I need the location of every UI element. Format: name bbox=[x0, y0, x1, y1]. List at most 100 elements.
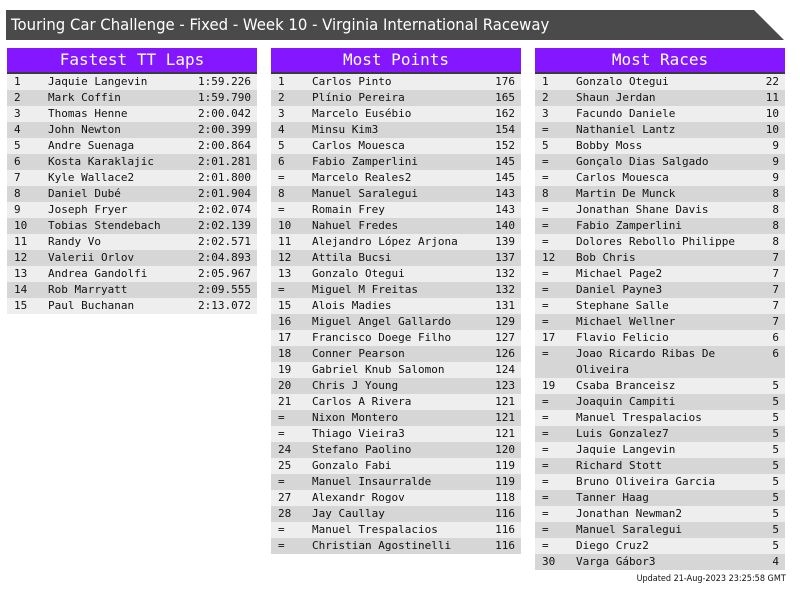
page-title: Touring Car Challenge - Fixed - Week 10 … bbox=[11, 15, 550, 34]
value-cell: 127 bbox=[495, 331, 515, 344]
value-cell: 123 bbox=[495, 379, 515, 392]
rank-cell: = bbox=[542, 443, 549, 456]
table-row: 2 Mark Coffin 1:59.790 bbox=[7, 90, 257, 106]
rank-cell: = bbox=[542, 219, 549, 232]
driver-name: Nathaniel Lantz bbox=[576, 123, 676, 136]
value-cell: 121 bbox=[495, 395, 515, 408]
value-cell: 22 bbox=[765, 75, 779, 88]
rank-cell: 5 bbox=[542, 139, 549, 152]
rank-cell: 6 bbox=[278, 155, 285, 168]
panel-heading: Most Points bbox=[271, 48, 521, 74]
table-row: 19 Gabriel Knub Salomon 124 bbox=[271, 362, 521, 378]
table-row: 30 Varga Gábor3 4 bbox=[535, 554, 785, 570]
leaderboard-list: 1 Carlos Pinto 176 2 Plínio Pereira 165 3 Marce… bbox=[271, 74, 521, 554]
table-row: 8 Daniel Dubé 2:01.904 bbox=[7, 186, 257, 202]
table-row: 28 Jay Caullay 116 bbox=[271, 506, 521, 522]
panel-most-races: Most Races 1 Gonzalo Otegui 22 2 Shaun Jerda… bbox=[535, 48, 785, 570]
table-row: = Manuel Insaurralde 119 bbox=[271, 474, 521, 490]
driver-name: Gonzalo Otegui bbox=[576, 75, 669, 88]
driver-name: Tanner Haag bbox=[576, 491, 649, 504]
rank-cell: = bbox=[542, 283, 549, 296]
table-row: = Manuel Saralegui 5 bbox=[535, 522, 785, 538]
rank-cell: 9 bbox=[14, 203, 21, 216]
driver-name: Gonzalo Otegui bbox=[312, 267, 405, 280]
value-cell: 2:00.042 bbox=[198, 107, 251, 120]
updated-timestamp: Updated 21-Aug-2023 23:25:58 GMT bbox=[636, 574, 786, 584]
driver-name: Gabriel Knub Salomon bbox=[312, 363, 445, 376]
table-row: 12 Valerii Orlov 2:04.893 bbox=[7, 250, 257, 266]
table-row: 24 Stefano Paolino 120 bbox=[271, 442, 521, 458]
driver-name: Jaquie Langevin bbox=[48, 75, 148, 88]
table-row: 17 Francisco Doege Filho 127 bbox=[271, 330, 521, 346]
value-cell: 2:01.904 bbox=[198, 187, 251, 200]
panel-most-points: Most Points 1 Carlos Pinto 176 2 Plínio Pere… bbox=[271, 48, 521, 554]
value-cell: 5 bbox=[772, 411, 779, 424]
title-bar: Touring Car Challenge - Fixed - Week 10 … bbox=[6, 10, 784, 40]
rank-cell: 5 bbox=[278, 139, 285, 152]
driver-name: Miguel Angel Gallardo bbox=[312, 315, 452, 328]
value-cell: 7 bbox=[772, 315, 779, 328]
table-row: = Fabio Zamperlini 8 bbox=[535, 218, 785, 234]
driver-name: Valerii Orlov bbox=[48, 251, 135, 264]
rank-cell: 11 bbox=[278, 235, 292, 248]
driver-name: Carlos A Rivera bbox=[312, 395, 412, 408]
value-cell: 8 bbox=[772, 187, 779, 200]
rank-cell: 18 bbox=[278, 347, 292, 360]
driver-name: Facundo Daniele bbox=[576, 107, 676, 120]
driver-name: Andre Suenaga bbox=[48, 139, 135, 152]
value-cell: 1:59.790 bbox=[198, 91, 251, 104]
value-cell: 124 bbox=[495, 363, 515, 376]
table-row: = Richard Stott 5 bbox=[535, 458, 785, 474]
driver-name: Chris J Young bbox=[312, 379, 399, 392]
table-row: 1 Gonzalo Otegui 22 bbox=[535, 74, 785, 90]
table-row: 2 Shaun Jerdan 11 bbox=[535, 90, 785, 106]
value-cell: 139 bbox=[495, 235, 515, 248]
rank-cell: = bbox=[542, 155, 549, 168]
value-cell: 5 bbox=[772, 443, 779, 456]
rank-cell: 15 bbox=[278, 299, 292, 312]
value-cell: 4 bbox=[772, 555, 779, 568]
table-row: 19 Csaba Branceisz 5 bbox=[535, 378, 785, 394]
table-row: = Joao Ricardo Ribas De Oliveira 6 bbox=[535, 346, 785, 378]
table-row: = Dolores Rebollo Philippe 8 bbox=[535, 234, 785, 250]
value-cell: 145 bbox=[495, 171, 515, 184]
table-row: 15 Paul Buchanan 2:13.072 bbox=[7, 298, 257, 314]
rank-cell: 3 bbox=[542, 107, 549, 120]
rank-cell: 7 bbox=[14, 171, 21, 184]
rank-cell: = bbox=[278, 411, 285, 424]
value-cell: 2:00.864 bbox=[198, 139, 251, 152]
table-row: 18 Conner Pearson 126 bbox=[271, 346, 521, 362]
rank-cell: = bbox=[542, 427, 549, 440]
table-row: = Nixon Montero 121 bbox=[271, 410, 521, 426]
rank-cell: 30 bbox=[542, 555, 556, 568]
table-row: 5 Bobby Moss 9 bbox=[535, 138, 785, 154]
value-cell: 145 bbox=[495, 155, 515, 168]
value-cell: 5 bbox=[772, 427, 779, 440]
rank-cell: 10 bbox=[278, 219, 292, 232]
value-cell: 118 bbox=[495, 491, 515, 504]
driver-name: Thiago Vieira3 bbox=[312, 427, 405, 440]
rank-cell: = bbox=[542, 203, 549, 216]
value-cell: 2:04.893 bbox=[198, 251, 251, 264]
driver-name: Francisco Doege Filho bbox=[312, 331, 452, 344]
value-cell: 6 bbox=[772, 331, 779, 344]
driver-name: Carlos Mouesca bbox=[576, 171, 669, 184]
driver-name: Carlos Mouesca bbox=[312, 139, 405, 152]
table-row: 21 Carlos A Rivera 121 bbox=[271, 394, 521, 410]
rank-cell: 16 bbox=[278, 315, 292, 328]
rank-cell: 17 bbox=[278, 331, 292, 344]
driver-name: Christian Agostinelli bbox=[312, 539, 452, 552]
driver-name: Manuel Insaurralde bbox=[312, 475, 432, 488]
rank-cell: = bbox=[542, 539, 549, 552]
value-cell: 8 bbox=[772, 219, 779, 232]
driver-name: Joseph Fryer bbox=[48, 203, 128, 216]
table-row: 7 Kyle Wallace2 2:01.800 bbox=[7, 170, 257, 186]
value-cell: 2:00.399 bbox=[198, 123, 251, 136]
rank-cell: 19 bbox=[542, 379, 556, 392]
rank-cell: 2 bbox=[542, 91, 549, 104]
rank-cell: = bbox=[542, 411, 549, 424]
value-cell: 9 bbox=[772, 155, 779, 168]
leaderboard-list: 1 Gonzalo Otegui 22 2 Shaun Jerdan 11 3 Facundo… bbox=[535, 74, 785, 570]
value-cell: 7 bbox=[772, 299, 779, 312]
value-cell: 2:01.800 bbox=[198, 171, 251, 184]
